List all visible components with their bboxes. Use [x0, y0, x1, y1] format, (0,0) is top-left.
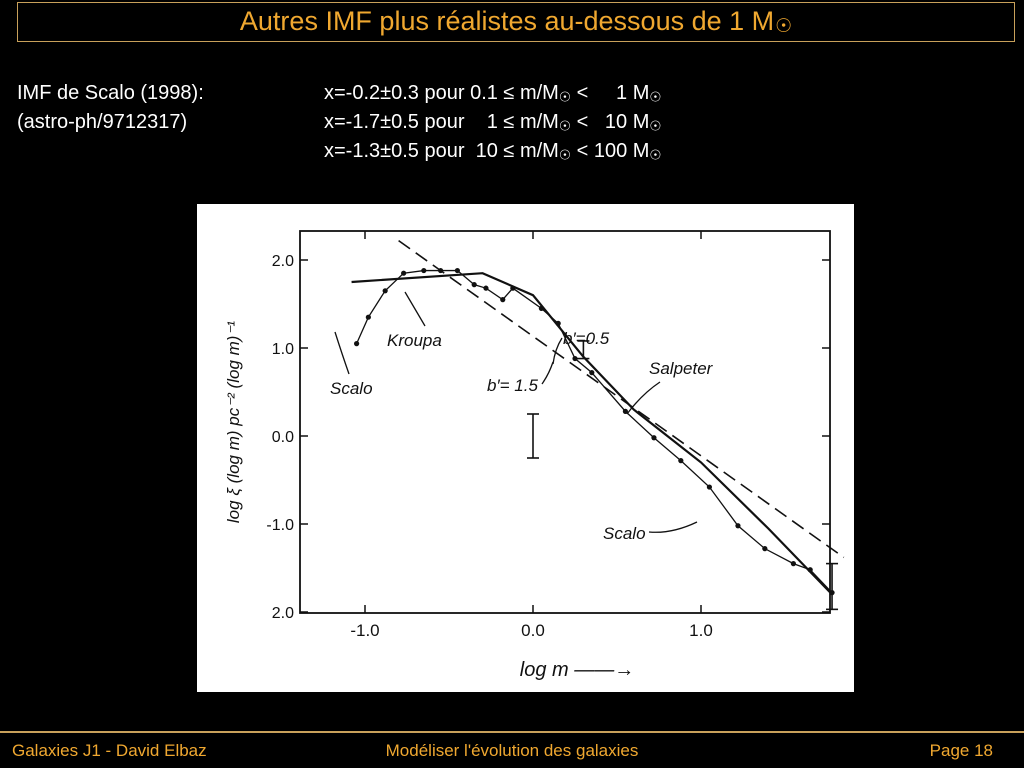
b05-label: b′=0.5 — [563, 329, 610, 348]
scalo-point — [790, 561, 797, 567]
scalo-point — [382, 288, 388, 294]
slope-row-1: x=-0.2±0.3 pour 0.1 ≤ m/M☉ < 1 M☉ — [324, 82, 662, 105]
scalo-label-top: Scalo — [330, 379, 373, 398]
y-axis-label: log ξ (log m) pc⁻² (log m)⁻¹ — [224, 321, 243, 524]
scalo-label-bottom: Scalo — [603, 524, 646, 543]
scalo-reference: IMF de Scalo (1998): — [17, 82, 204, 104]
slide-title: Autres IMF plus réalistes au-dessous de … — [239, 5, 793, 38]
scalo-point — [678, 458, 684, 464]
imf-figure: -1.00.01.02.02.01.00.0-1.02.0 log m ——→ … — [197, 204, 854, 692]
salpeter-line — [398, 239, 845, 559]
b15-label: b′= 1.5 — [487, 376, 538, 395]
scalo-point — [622, 408, 628, 414]
scalo-point — [365, 314, 371, 320]
astro-ph-reference: (astro-ph/9712317) — [17, 111, 188, 133]
sun-symbol: ☉ — [775, 16, 793, 38]
chart-series — [351, 239, 845, 611]
b15-pointer — [541, 361, 554, 385]
scalo-point — [500, 297, 506, 303]
scalo-bottom-pointer — [648, 521, 698, 533]
slope-row-3: x=-1.3±0.5 pour 10 ≤ m/M☉ < 100 M☉ — [324, 140, 662, 163]
scalo-point — [401, 270, 407, 276]
scalo-point — [572, 355, 578, 362]
footer-author: Galaxies J1 - David Elbaz — [12, 741, 207, 760]
kroupa-label: Kroupa — [387, 331, 442, 350]
scalo-point — [762, 546, 768, 552]
label-pointers — [334, 291, 698, 533]
y-tick-label: -1.0 — [266, 517, 294, 534]
scalo-point — [735, 523, 741, 529]
kroupa-pointer — [404, 291, 426, 327]
y-tick-label: 2.0 — [272, 253, 294, 270]
y-tick-label: 2.0 — [272, 605, 294, 622]
x-tick-label: -1.0 — [350, 621, 379, 640]
scalo-point — [471, 282, 477, 288]
kroupa-line — [351, 272, 833, 596]
footer-course: Modéliser l'évolution des galaxies — [385, 741, 639, 760]
salpeter-label: Salpeter — [649, 359, 714, 378]
scalo-point — [706, 484, 712, 490]
scalo-line — [356, 269, 833, 594]
footer-rule — [0, 731, 1024, 733]
title-box: Autres IMF plus réalistes au-dessous de … — [17, 2, 1015, 42]
slope-row-2: x=-1.7±0.5 pour 1 ≤ m/M☉ < 10 M☉ — [324, 111, 662, 134]
x-tick-label: 0.0 — [521, 621, 545, 640]
axis-ticks: -1.00.01.02.02.01.00.0-1.02.0 — [266, 231, 830, 640]
x-axis-label: log m ——→ — [520, 659, 634, 681]
y-tick-label: 0.0 — [272, 429, 294, 446]
scalo-top-pointer — [334, 331, 350, 375]
scalo-point — [454, 267, 460, 274]
x-tick-label: 1.0 — [689, 621, 713, 640]
y-tick-label: 1.0 — [272, 341, 294, 358]
scalo-point — [589, 370, 595, 376]
salpeter-pointer — [626, 381, 661, 415]
b05-pointer — [552, 337, 563, 365]
page-number: Page 18 — [929, 741, 993, 760]
plot-frame — [299, 230, 831, 614]
scalo-point — [421, 267, 427, 274]
scalo-point — [651, 435, 657, 441]
scalo-point — [483, 285, 489, 291]
scalo-point — [354, 341, 360, 347]
imf-chart: -1.00.01.02.02.01.00.0-1.02.0 log m ——→ … — [224, 230, 845, 681]
